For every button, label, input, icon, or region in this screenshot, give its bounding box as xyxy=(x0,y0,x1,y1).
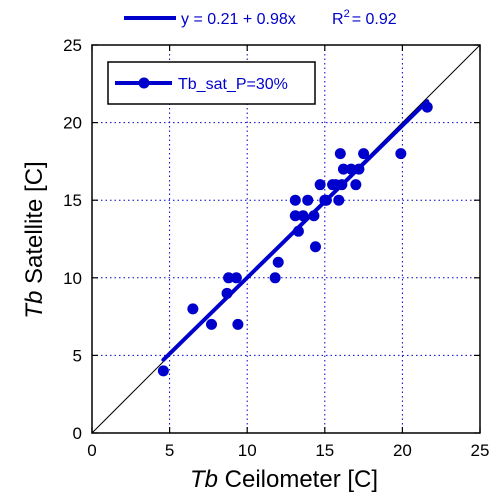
data-point xyxy=(314,179,326,191)
data-point xyxy=(350,179,362,191)
data-point xyxy=(334,148,346,160)
y-tick-label: 25 xyxy=(63,36,82,55)
x-tick-label: 25 xyxy=(471,441,490,460)
x-tick-label: 20 xyxy=(393,441,412,460)
data-point xyxy=(232,318,244,330)
data-point xyxy=(337,163,349,175)
y-tick-labels: 0 5 10 15 20 25 xyxy=(63,36,82,443)
data-point xyxy=(353,163,365,175)
x-tick-label: 15 xyxy=(315,441,334,460)
data-point xyxy=(187,303,199,315)
data-points xyxy=(157,101,433,377)
data-point xyxy=(302,194,314,206)
data-point xyxy=(157,365,169,377)
data-point xyxy=(309,241,321,253)
axis-ticks xyxy=(91,44,481,434)
y-tick-label: 5 xyxy=(73,346,82,365)
x-tick-labels: 0 5 10 15 20 25 xyxy=(87,441,489,460)
r2-label: R2 = 0.92 xyxy=(332,8,397,28)
data-point xyxy=(272,256,284,268)
data-point xyxy=(320,194,332,206)
x-axis-title: Tb Ceilometer [C] xyxy=(190,466,378,492)
y-tick-label: 15 xyxy=(63,191,82,210)
grid-lines xyxy=(92,45,480,433)
y-axis-title: Tb Satellite [C] xyxy=(21,161,48,318)
data-point xyxy=(333,194,345,206)
data-point xyxy=(421,101,433,113)
data-point xyxy=(223,272,235,284)
legend-marker xyxy=(138,77,150,89)
data-point xyxy=(206,318,218,330)
data-point xyxy=(269,272,281,284)
data-point xyxy=(395,148,407,160)
x-tick-label: 5 xyxy=(165,441,174,460)
data-point xyxy=(297,210,309,222)
legend-label: Tb_sat_P=30% xyxy=(178,76,288,93)
data-point xyxy=(289,194,301,206)
data-point xyxy=(358,148,370,160)
x-tick-label: 0 xyxy=(87,441,96,460)
plot-frame xyxy=(91,44,481,434)
data-point xyxy=(308,210,320,222)
y-tick-label: 10 xyxy=(63,269,82,288)
y-tick-label: 0 xyxy=(73,424,82,443)
data-point xyxy=(336,179,348,191)
fit-equation: y = 0.21 + 0.98x xyxy=(181,11,296,28)
data-point xyxy=(221,287,233,299)
data-point xyxy=(289,210,301,222)
data-point xyxy=(230,272,242,284)
data-point xyxy=(292,225,304,237)
x-tick-label: 10 xyxy=(238,441,257,460)
y-tick-label: 20 xyxy=(63,114,82,133)
data-point xyxy=(345,163,357,175)
